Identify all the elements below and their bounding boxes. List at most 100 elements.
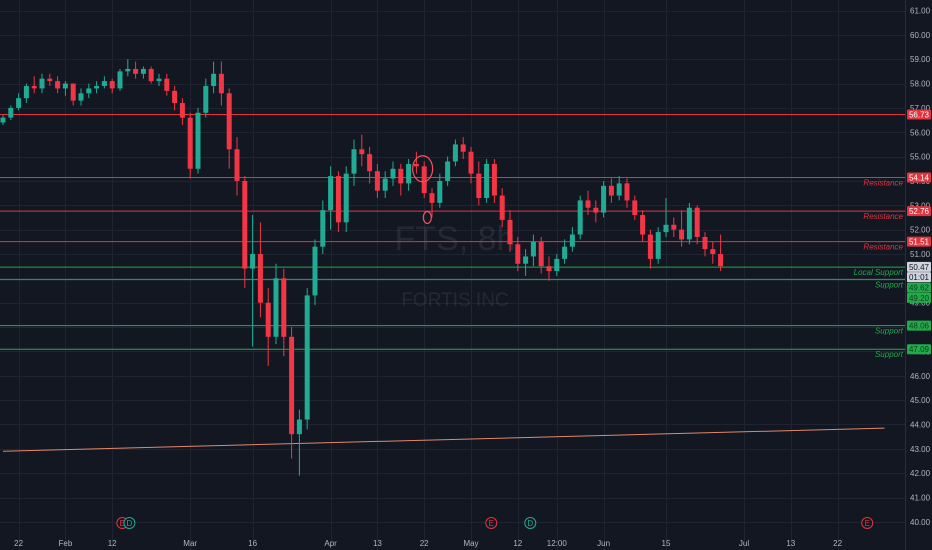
candle-body — [577, 200, 583, 235]
earnings-event-marker[interactable]: E — [861, 517, 874, 529]
price-tick-label: 51.00 — [910, 250, 931, 259]
time-tick-label: 12 — [108, 539, 117, 548]
candle-body — [257, 254, 263, 303]
time-tick-label: 16 — [248, 539, 257, 548]
price-tick-label: 42.00 — [910, 469, 931, 478]
dividend-event-letter: D — [126, 519, 132, 528]
earnings-event-marker[interactable]: E — [485, 517, 498, 529]
candle — [530, 234, 536, 267]
candle — [250, 215, 256, 347]
candle — [655, 227, 661, 264]
badge-box — [907, 236, 931, 247]
candle-body — [569, 234, 575, 247]
candle-body — [374, 171, 380, 191]
resistance-price-badge: 51.51 — [907, 236, 931, 247]
candle — [273, 263, 279, 345]
time-axis[interactable]: 22 Feb 12 Mar 16 Apr 13 22 May 12 12:00 Jun 15 Jul 13 2… — [14, 539, 842, 548]
candle-body — [187, 117, 193, 169]
candle — [601, 180, 607, 218]
chart-grid — [0, 0, 905, 550]
candle — [257, 222, 263, 318]
candle-body — [172, 90, 178, 104]
candle — [374, 163, 380, 198]
candle-body — [234, 149, 240, 181]
candle — [382, 171, 388, 198]
dividend-event-marker[interactable]: D — [524, 517, 537, 529]
badge-box — [907, 206, 931, 217]
candle — [218, 61, 224, 106]
candle-body — [593, 207, 599, 213]
candle-body — [156, 78, 162, 82]
candle-body — [702, 236, 708, 250]
candle — [538, 236, 544, 274]
candle — [624, 178, 630, 208]
earnings-event-circle — [485, 517, 498, 529]
time-tick-label: 12 — [513, 539, 522, 548]
earnings-event-letter: E — [865, 519, 870, 528]
candle — [484, 159, 490, 203]
price-tick-label: 46.00 — [910, 372, 931, 381]
resistance-level-label: Resistance — [863, 212, 903, 221]
candle-body — [0, 117, 6, 123]
candle — [367, 146, 373, 184]
time-tick-label: 22 — [833, 539, 842, 548]
candle — [187, 112, 193, 179]
candle — [86, 83, 92, 99]
badge-box — [907, 320, 931, 331]
resistance-price-badge: 52.76 — [907, 206, 931, 217]
candle-body — [179, 103, 185, 118]
candle — [62, 81, 68, 96]
candle — [718, 234, 724, 272]
candle — [671, 217, 677, 237]
candle-body — [390, 168, 396, 179]
candle-body — [94, 85, 100, 89]
candle — [351, 139, 357, 186]
candle — [125, 59, 131, 77]
candle-body — [530, 241, 536, 257]
candle-body — [406, 163, 412, 184]
candle — [172, 85, 178, 111]
candle-body — [289, 336, 295, 435]
resistance-price-badge: 54.14 — [907, 172, 931, 183]
candle — [476, 161, 482, 206]
candle — [70, 83, 76, 106]
last-price-badge: 50.47 — [907, 261, 931, 272]
candle — [281, 268, 287, 357]
candle — [679, 210, 685, 247]
candle-body — [117, 71, 123, 89]
candle — [164, 73, 170, 96]
candle — [460, 137, 466, 160]
candle — [359, 134, 365, 167]
candle-body — [671, 224, 677, 230]
candle-body — [265, 302, 271, 337]
candle — [491, 159, 497, 203]
candle — [413, 151, 419, 174]
candle — [562, 239, 568, 264]
dividend-event-circle — [524, 517, 537, 529]
time-tick-label: 22 — [14, 539, 23, 548]
candle-body — [679, 229, 685, 240]
candle — [452, 139, 458, 167]
price-tick-label: 45.00 — [910, 396, 931, 405]
dividend-event-marker[interactable]: D — [123, 517, 136, 529]
candle-body — [476, 173, 482, 198]
candle — [242, 176, 248, 289]
candlestick-series — [0, 59, 724, 476]
time-tick-label: Jul — [739, 539, 749, 548]
candle-body — [413, 163, 419, 167]
candle-body — [632, 200, 638, 216]
candle-body — [460, 144, 466, 152]
candle — [335, 171, 341, 233]
support-level-label: Support — [875, 350, 904, 359]
time-tick-label: 13 — [786, 539, 795, 548]
candle-body — [8, 107, 14, 118]
candle — [296, 409, 302, 476]
candle-body — [281, 278, 287, 337]
symbol-watermark: FTS, 8h — [395, 220, 516, 258]
support-price-badge: 47.09 — [907, 344, 931, 355]
price-tick-label: 59.00 — [910, 55, 931, 64]
